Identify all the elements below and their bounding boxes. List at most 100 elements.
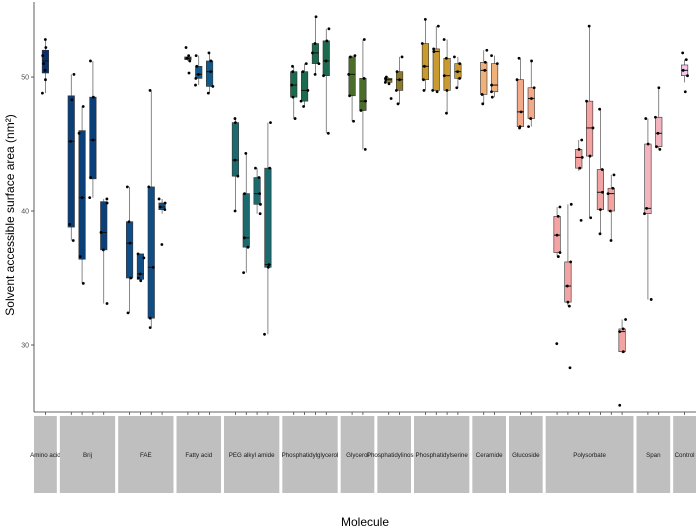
point-uca-4 <box>194 83 197 87</box>
point-lpps-1 <box>444 56 448 60</box>
point-dtps-3 <box>422 78 425 82</box>
point-ps80-3 <box>566 300 570 304</box>
facet-label-glucoside: Glucoside <box>512 452 540 459</box>
point-fae-l20-4 <box>139 279 143 283</box>
point-prps-2 <box>456 70 459 74</box>
box-chgp <box>516 79 524 127</box>
point-ps20s-3 <box>578 166 582 170</box>
point-paa-o2-2 <box>258 192 262 196</box>
facet-strip-fae <box>118 416 174 493</box>
point-paa-l20-4 <box>242 271 246 275</box>
point-ps20-0 <box>558 205 562 209</box>
point-dtps-2 <box>422 64 426 68</box>
point-dtps-0 <box>423 18 427 21</box>
point-psbh-4 <box>618 403 622 407</box>
point-lppg-0 <box>291 64 294 68</box>
box-dpce <box>491 63 499 93</box>
point-arg-1 <box>44 46 48 49</box>
point-fae-o20-3 <box>163 208 167 212</box>
point-prps-3 <box>458 76 462 80</box>
y-tick-label-40: 40 <box>21 209 29 216</box>
facet-label-brij: Brij <box>83 452 92 459</box>
box-n-og <box>527 87 535 119</box>
box-arg <box>41 49 49 74</box>
point-fae-l2-0 <box>125 185 129 189</box>
point-lppg-4 <box>293 117 297 120</box>
point-dpce-2 <box>490 83 494 87</box>
facet-strip-fatty-acid <box>176 416 221 493</box>
point-ps80-5 <box>568 366 572 370</box>
point-brij-o2-4 <box>88 196 92 200</box>
point-paa-o20-1 <box>268 166 272 170</box>
point-hsa-0 <box>681 51 685 55</box>
point-psdo-1 <box>600 168 604 171</box>
point-ps80s-1 <box>585 99 588 103</box>
point-paa-l20-2 <box>242 236 246 240</box>
point-fae-l20-0 <box>136 252 140 256</box>
point-ps80-4 <box>567 304 571 308</box>
point-psdl-2 <box>606 192 610 196</box>
facet-strip-glucoside <box>509 416 543 493</box>
point-dmpg-3 <box>299 99 303 103</box>
point-dpce-3 <box>490 90 493 94</box>
facet-strip-row: Amino acid Brij FAE Fatty acid PEG alkyl ami… <box>30 416 696 493</box>
point-brij-o20-4 <box>105 302 109 305</box>
point-xca-0 <box>207 51 211 55</box>
point-brij-l20-1 <box>77 131 81 135</box>
point-dppi-2 <box>384 78 388 82</box>
point-psdl-1 <box>611 186 615 190</box>
point-uca-3 <box>194 76 198 80</box>
y-tick-label-30: 30 <box>21 343 29 350</box>
point-dpce-0 <box>490 54 493 57</box>
point-psdo-4 <box>598 232 602 236</box>
point-dmpg-0 <box>304 62 308 66</box>
point-ps80s-0 <box>587 24 591 28</box>
point-brij-l2-1 <box>70 98 74 102</box>
point-paa-l2-0 <box>233 117 237 120</box>
box-paa-o2 <box>253 177 261 205</box>
box-psdo <box>596 169 604 210</box>
facet-label-fatty-acid: Fatty acid <box>185 452 212 459</box>
facet-strip-control <box>673 416 696 493</box>
box-fae-o20 <box>158 202 166 210</box>
point-brij-l2-2 <box>69 139 73 143</box>
point-dmps-3 <box>431 89 435 92</box>
facet-strip-brij <box>59 416 116 493</box>
x-axis-title: Molecule <box>341 515 389 529</box>
point-paa-o20-4 <box>263 332 266 336</box>
point-fae-o2-1 <box>147 185 151 189</box>
point-psbh-1 <box>621 327 625 331</box>
box-brij-o20 <box>100 201 108 251</box>
point-pupi-2 <box>398 78 401 82</box>
point-pudg-4 <box>352 119 355 123</box>
facet-strip-phosphatidylinositol <box>377 416 411 493</box>
point-paa-o2-4 <box>258 212 262 216</box>
point-psbh-0 <box>624 318 627 321</box>
point-chgp-4 <box>518 126 521 130</box>
point-ps20-5 <box>555 342 559 346</box>
point-ps20-1 <box>556 214 560 218</box>
point-fae-l2-4 <box>126 311 130 315</box>
box-ps20s <box>575 149 583 169</box>
point-aca-0 <box>184 46 188 49</box>
point-dtpg-3 <box>317 62 321 66</box>
point-fae-o2-0 <box>148 89 152 92</box>
point-psdl-0 <box>612 173 616 177</box>
y-tick-label-50: 50 <box>21 75 29 82</box>
point-dpce-1 <box>495 62 499 66</box>
box-fae-l2 <box>126 221 134 279</box>
point-dmpg-2 <box>306 89 310 92</box>
facet-strip-polysorbate <box>545 416 634 493</box>
point-paa-o20-0 <box>269 121 272 124</box>
point-dtpg-0 <box>314 15 318 19</box>
point-span80-1 <box>654 115 657 119</box>
point-pupi-1 <box>395 70 399 74</box>
point-xnce-0 <box>485 48 489 52</box>
point-chgp-0 <box>517 56 521 60</box>
point-chgp-1 <box>515 78 519 82</box>
point-pvdg-0 <box>362 38 366 41</box>
facet-strip-glycerol <box>340 416 375 493</box>
point-psdo-3 <box>599 208 602 212</box>
point-ps20-2 <box>555 233 559 237</box>
point-brij-l20-2 <box>80 196 84 200</box>
